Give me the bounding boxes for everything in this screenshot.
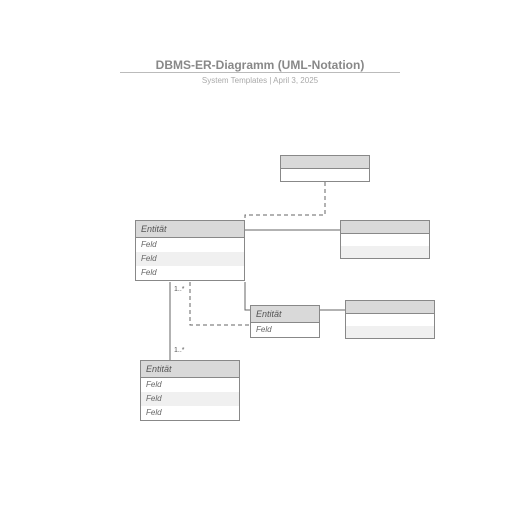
page-subtitle: System Templates | April 3, 2025 xyxy=(120,76,400,85)
entity-box xyxy=(340,220,430,259)
entity-field xyxy=(346,314,434,326)
entity-field: Feld xyxy=(141,406,239,420)
entity-header xyxy=(346,301,434,314)
entity-field: Feld xyxy=(251,323,319,337)
cardinality-label: 1..* xyxy=(174,347,185,354)
entity-header xyxy=(281,156,369,169)
entity-field xyxy=(281,169,369,181)
entity-header: Entität xyxy=(141,361,239,378)
entity-header: Entität xyxy=(251,306,319,323)
entity-field xyxy=(341,234,429,246)
page-title: DBMS-ER-Diagramm (UML-Notation) xyxy=(120,58,400,72)
entity-field: Feld xyxy=(141,392,239,406)
entity-box: EntitätFeld xyxy=(250,305,320,338)
entity-field: Feld xyxy=(136,238,244,252)
entity-header: Entität xyxy=(136,221,244,238)
entity-field: Feld xyxy=(136,252,244,266)
entity-box xyxy=(280,155,370,182)
entity-box: EntitätFeldFeldFeld xyxy=(140,360,240,421)
entity-field: Feld xyxy=(141,378,239,392)
entity-field: Feld xyxy=(136,266,244,280)
entity-field xyxy=(341,246,429,258)
entity-header xyxy=(341,221,429,234)
entity-box: EntitätFeldFeldFeld xyxy=(135,220,245,281)
cardinality-label: 1..* xyxy=(174,286,185,293)
title-underline xyxy=(120,72,400,73)
entity-box xyxy=(345,300,435,339)
entity-field xyxy=(346,326,434,338)
